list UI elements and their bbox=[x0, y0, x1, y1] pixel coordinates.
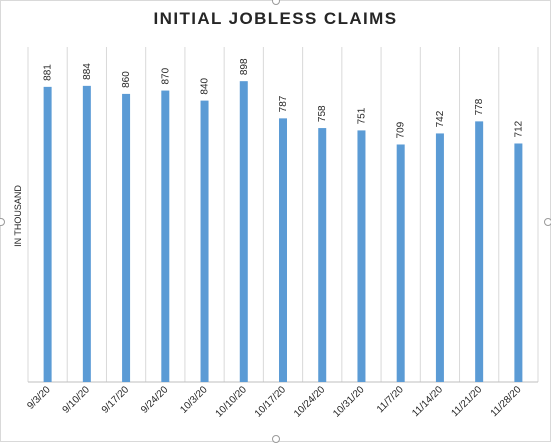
bar bbox=[122, 93, 131, 383]
data-label: 898 bbox=[239, 58, 250, 75]
x-tick-label: 10/24/20 bbox=[292, 384, 328, 420]
x-tick-label: 9/17/20 bbox=[100, 384, 132, 416]
chart-title: INITIAL JOBLESS CLAIMS bbox=[153, 9, 398, 28]
data-label: 860 bbox=[121, 71, 132, 88]
bar bbox=[200, 100, 209, 382]
data-label: 881 bbox=[43, 64, 54, 81]
x-tick-label: 11/21/20 bbox=[449, 384, 484, 419]
bar bbox=[161, 90, 170, 383]
x-tick-label: 10/31/20 bbox=[331, 384, 367, 420]
data-label: 778 bbox=[474, 98, 485, 115]
bar bbox=[514, 143, 523, 382]
bar bbox=[475, 121, 484, 383]
data-label: 709 bbox=[396, 121, 407, 138]
data-label: 751 bbox=[356, 107, 367, 124]
resize-handle-right[interactable] bbox=[544, 218, 551, 226]
bar bbox=[43, 86, 52, 383]
data-label: 742 bbox=[435, 110, 446, 127]
data-label: 870 bbox=[160, 67, 171, 84]
x-tick-label: 11/7/20 bbox=[375, 384, 406, 415]
data-label: 712 bbox=[513, 120, 524, 137]
x-tick-label: 9/24/20 bbox=[139, 384, 171, 416]
x-tick-label: 10/3/20 bbox=[178, 384, 210, 416]
data-label: 884 bbox=[82, 63, 93, 80]
bar bbox=[435, 133, 444, 382]
bar bbox=[318, 128, 327, 382]
resize-handle-left[interactable] bbox=[0, 218, 5, 226]
bar bbox=[82, 85, 91, 383]
bar bbox=[396, 144, 405, 382]
x-tick-label: 10/17/20 bbox=[253, 384, 289, 420]
data-label: 840 bbox=[200, 77, 211, 94]
bar bbox=[357, 130, 366, 382]
x-tick-label: 9/10/20 bbox=[61, 384, 93, 416]
x-tick-label: 9/3/20 bbox=[25, 384, 53, 412]
x-tick-label: 11/28/20 bbox=[489, 384, 524, 419]
data-label: 787 bbox=[278, 95, 289, 112]
resize-handle-top[interactable] bbox=[272, 0, 280, 5]
x-tick-label: 10/10/20 bbox=[214, 384, 250, 420]
x-tick-label: 11/14/20 bbox=[410, 384, 445, 419]
bar bbox=[279, 118, 287, 382]
bar bbox=[239, 81, 248, 383]
data-label: 758 bbox=[317, 105, 328, 122]
